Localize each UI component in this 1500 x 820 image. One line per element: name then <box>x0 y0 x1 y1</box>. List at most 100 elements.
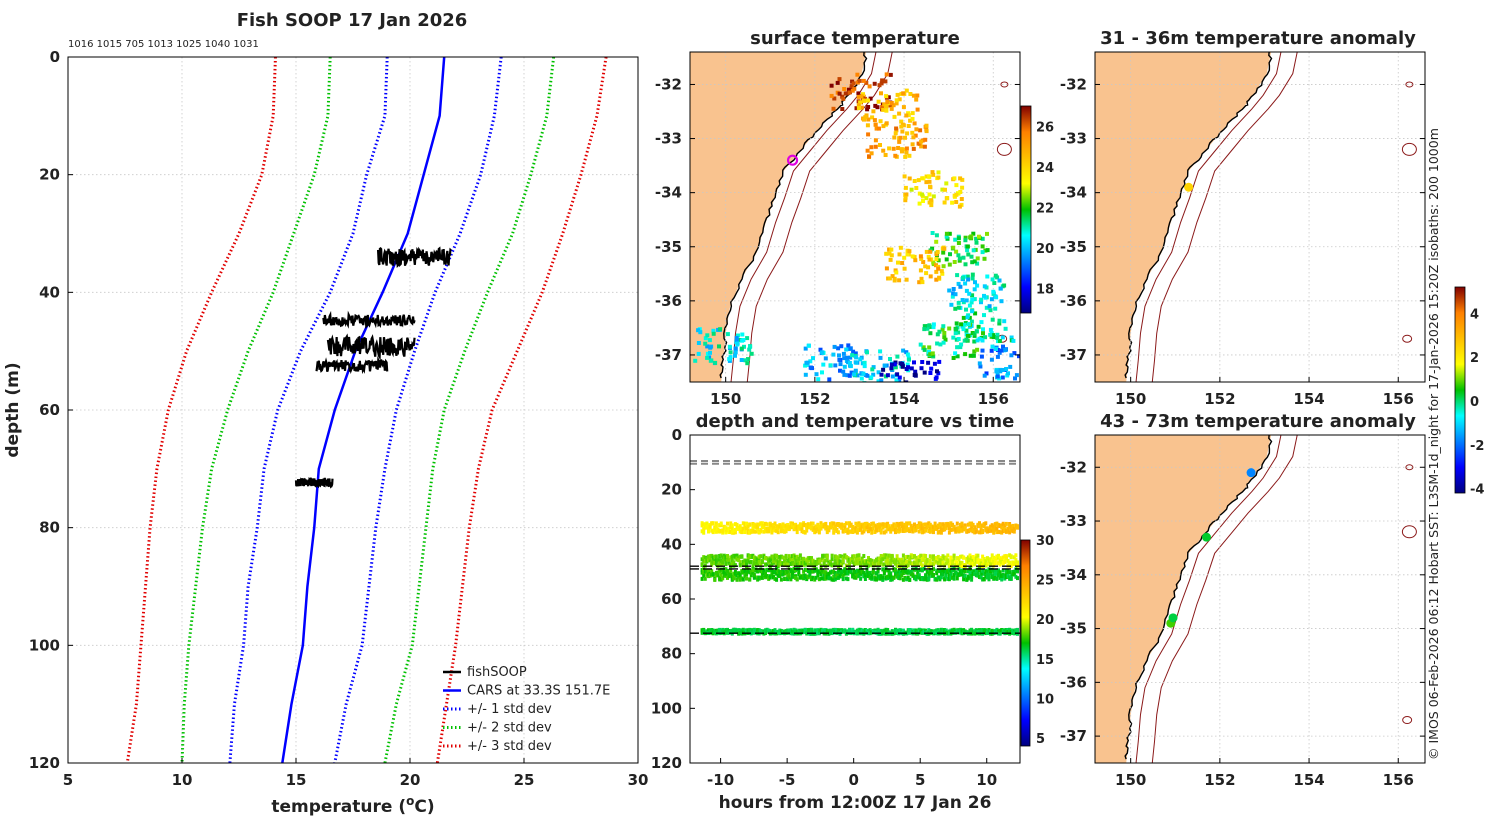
ts-band-point <box>903 575 907 580</box>
ts-band-point <box>741 526 745 531</box>
std1-lower-line <box>228 56 389 764</box>
sst-pixel <box>971 231 976 236</box>
ts-band-point <box>882 553 886 558</box>
ts-band-point <box>892 560 896 565</box>
ts-band-point <box>951 527 954 532</box>
ts-band-point <box>789 628 793 633</box>
ts-band-point <box>966 559 970 564</box>
sst-colorbar-label: 26 <box>1036 120 1054 135</box>
ts-band-point <box>887 574 891 579</box>
ts-band-point <box>960 564 964 569</box>
ts-band-point <box>752 575 756 580</box>
ts-band-point <box>944 568 948 573</box>
sst-pixel <box>961 327 966 332</box>
ts-band-point <box>716 572 720 577</box>
sst-pixel <box>905 352 910 357</box>
sst-pixel <box>837 77 842 82</box>
ts-band-point <box>982 563 986 568</box>
sst-island-outline <box>996 142 1012 156</box>
ts-band-point <box>887 572 891 577</box>
ts-band-point <box>863 628 867 632</box>
sst-pixel <box>972 287 977 292</box>
ts-band-point <box>808 627 812 632</box>
ts-band-point <box>900 573 904 578</box>
ts-band-point <box>976 567 980 572</box>
sst-pixel <box>990 317 995 322</box>
an2-y-tick-label: -33 <box>1060 512 1087 530</box>
sst-pixel <box>934 257 939 262</box>
ts-band-point <box>794 568 798 573</box>
ts-band-point <box>714 554 718 559</box>
ts-band-point <box>935 568 939 573</box>
ts-band-point <box>827 528 831 533</box>
ts-band-point <box>768 523 772 528</box>
sst-pixel <box>944 257 949 262</box>
ts-band-point <box>703 576 707 581</box>
ts-band-point <box>819 576 823 581</box>
sst-pixel <box>820 350 825 355</box>
sst-pixel <box>934 239 939 244</box>
ts-band-point <box>816 557 820 562</box>
ts-band-point <box>822 572 826 577</box>
sst-pixel <box>931 172 936 177</box>
ts-band-point <box>726 627 729 632</box>
ts-band-point <box>881 557 885 562</box>
sst-pixel <box>718 327 723 332</box>
ts-band-point <box>754 561 758 566</box>
ts-band-point <box>707 558 710 563</box>
ts-band-point <box>949 527 953 532</box>
ts-band-point <box>936 628 940 633</box>
sst-pixel <box>940 187 945 192</box>
ts-band-point <box>722 556 726 561</box>
sst-colorbar-label: 18 <box>1036 283 1054 298</box>
sst-pixel <box>923 137 928 142</box>
ts-band-point <box>848 569 851 574</box>
sst-pixel <box>914 97 919 102</box>
ts-band-point <box>786 526 790 531</box>
sst-pixel <box>915 93 920 98</box>
ts-band-point <box>985 570 989 574</box>
ts-band-point <box>962 629 966 634</box>
ts-band-point <box>954 560 958 565</box>
ts-band-point <box>852 562 856 566</box>
ts-band-point <box>952 526 956 531</box>
ts-band-point <box>702 527 706 532</box>
sst-pixel <box>983 248 988 253</box>
ts-band-point <box>989 561 993 566</box>
ts-band-point <box>841 569 845 574</box>
std2-upper-line <box>383 56 556 764</box>
ts-band-point <box>754 629 758 633</box>
ts-band-point <box>703 522 707 527</box>
ts-band-point <box>719 521 723 526</box>
ts-band-point <box>909 572 913 577</box>
ts-band-point <box>895 528 899 533</box>
ts-band-point <box>707 524 710 529</box>
ts-band-point <box>857 521 861 526</box>
ts-band-point <box>841 629 845 634</box>
an2-x-tick-label: 154 <box>1293 771 1324 789</box>
ts-band-point <box>749 569 753 574</box>
ts-band-point <box>768 574 772 579</box>
ts-band-point <box>857 573 861 578</box>
ts-band-point <box>909 555 913 560</box>
sst-pixel <box>897 111 902 116</box>
sst-pixel <box>842 364 847 369</box>
ts-band-point <box>981 577 985 582</box>
sst-pixel <box>880 105 885 109</box>
ts-band-point <box>895 574 899 579</box>
sst-pixel <box>903 154 908 159</box>
ts-band-point <box>944 557 948 562</box>
sst-pixel <box>947 262 952 267</box>
ts-band-point <box>789 557 793 562</box>
ts-band-point <box>1001 573 1005 578</box>
sst-pixel <box>979 300 983 305</box>
ts-band-point <box>989 557 993 562</box>
ts-band-point <box>968 561 972 565</box>
sst-pixel <box>737 338 742 342</box>
ts-band-point <box>965 559 969 564</box>
ts-band-point <box>729 521 733 526</box>
ts-y-tick-label: 40 <box>661 535 682 553</box>
anomaly-colorbar-label: 4 <box>1470 307 1479 322</box>
sst-pixel <box>878 143 882 147</box>
ts-band-point <box>998 573 1002 578</box>
